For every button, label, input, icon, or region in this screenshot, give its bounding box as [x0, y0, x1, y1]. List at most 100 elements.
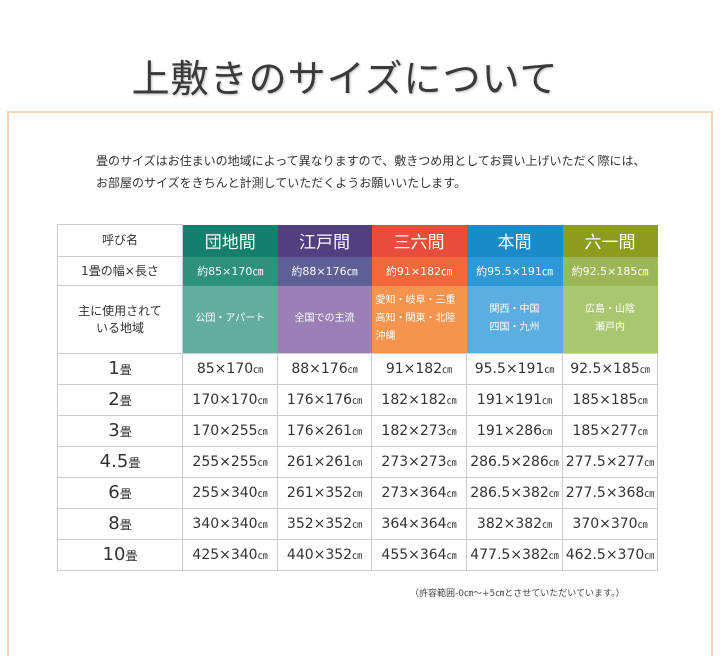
size-unit: ㎝ — [644, 489, 655, 500]
size-unit: ㎝ — [548, 551, 559, 562]
jo-number: 1 — [108, 357, 120, 379]
region-line: 高知・関東・北陸 — [375, 313, 456, 325]
jo-number: 10 — [102, 543, 126, 565]
region-line: 沖縄 — [375, 331, 396, 343]
size-unit: ㎝ — [544, 365, 555, 376]
region-line: 四国・九州 — [489, 322, 540, 334]
jo-label: 3畳 — [57, 415, 183, 447]
page-title: 上敷きのサイズについて — [131, 57, 559, 101]
size-value: 170×255 — [192, 423, 258, 439]
size-unit: ㎝ — [542, 427, 553, 438]
size-value: 370×370 — [572, 516, 638, 532]
tatami-size-table: 呼び名 団地間 江戸間 三六間 本間 六一間 1畳の幅×長さ 約85×170㎝ 約88×176㎝… — [57, 224, 658, 571]
jo-label: 1畳 — [57, 353, 183, 385]
jo-number: 6 — [108, 481, 120, 503]
size-value: 352×352 — [286, 516, 353, 532]
size-value: 88×176 — [291, 361, 348, 377]
size-unit: ㎝ — [639, 365, 650, 376]
size-cell: 182×182㎝ — [371, 384, 467, 416]
size-cell: 255×340㎝ — [182, 477, 278, 509]
content-frame — [7, 111, 713, 656]
jo-unit: 畳 — [125, 548, 138, 563]
label-name: 呼び名 — [57, 224, 183, 257]
jo-label: 8畳 — [57, 508, 183, 540]
size-cell: 286.5×286㎝ — [466, 446, 563, 478]
intro-text: 畳のサイズはお住まいの地域によって異なりますので、敷きつめ用としてお買い上げいた… — [96, 150, 645, 194]
size-cell: 370×370㎝ — [562, 508, 658, 540]
type-region: 関西・中国四国・九州 — [466, 285, 563, 354]
region-line: 全国での主流 — [294, 313, 355, 325]
size-value: 261×261 — [286, 454, 353, 470]
jo-label: 10畳 — [57, 539, 183, 571]
size-cell: 185×185㎝ — [562, 384, 658, 416]
size-cell: 261×261㎝ — [277, 446, 372, 478]
size-unit: ㎝ — [644, 458, 655, 469]
size-cell: 185×277㎝ — [562, 415, 658, 447]
jo-number: 2 — [108, 388, 120, 410]
size-unit: ㎝ — [352, 489, 363, 500]
size-unit: ㎝ — [442, 365, 453, 376]
table-row: 主に使用されて いる地域 公団・アパート 全国での主流 愛知・岐阜・三重 高知・関東・北… — [57, 285, 658, 354]
size-value: 364×364 — [381, 516, 447, 532]
size-cell: 455×364㎝ — [371, 539, 467, 571]
size-cell: 286.5×382㎝ — [466, 477, 563, 509]
jo-number: 4.5 — [99, 450, 129, 472]
size-value: 185×277 — [572, 423, 638, 439]
size-cell: 182×273㎝ — [371, 415, 467, 447]
type-size: 約88×176㎝ — [277, 256, 372, 286]
table-row: 呼び名 団地間 江戸間 三六間 本間 六一間 — [57, 224, 658, 257]
size-value: 277.5×368 — [565, 485, 645, 501]
table-row: 2畳 170×170㎝ 176×176㎝ 182×182㎝ 191×191㎝ 185×18… — [57, 384, 658, 416]
size-unit: ㎝ — [446, 396, 457, 407]
size-unit: ㎝ — [644, 551, 655, 562]
size-unit: ㎝ — [637, 520, 648, 531]
size-value: 92.5×185 — [570, 361, 640, 377]
size-unit: ㎝ — [542, 396, 553, 407]
table-row: 8畳 340×340㎝ 352×352㎝ 364×364㎝ 382×382㎝ 370×37… — [57, 508, 658, 540]
table-row: 4.5畳 255×255㎝ 261×261㎝ 273×273㎝ 286.5×286㎝ 27… — [57, 446, 658, 478]
region-line: 関西・中国 — [489, 304, 540, 316]
jo-label: 2畳 — [57, 384, 183, 416]
size-cell: 277.5×277㎝ — [562, 446, 658, 478]
size-value: 95.5×191 — [474, 361, 545, 377]
tolerance-note: （許容範囲-0㎝～+5㎝とさせていただいています。） — [410, 589, 625, 599]
size-unit: ㎝ — [352, 551, 363, 562]
size-unit: ㎝ — [637, 427, 648, 438]
size-value: 176×176 — [286, 392, 353, 408]
size-cell: 477.5×382㎝ — [466, 539, 563, 571]
type-size: 約91×182㎝ — [371, 256, 467, 286]
size-value: 182×182 — [381, 392, 447, 408]
type-region: 愛知・岐阜・三重 高知・関東・北陸 沖縄 — [371, 285, 467, 354]
size-cell: 261×352㎝ — [277, 477, 372, 509]
type-region: 広島・山陰 瀬戸内 — [562, 285, 658, 354]
size-cell: 364×364㎝ — [371, 508, 467, 540]
table-row: 6畳 255×340㎝ 261×352㎝ 273×364㎝ 286.5×382㎝ 277.… — [57, 477, 658, 509]
size-value: 273×364 — [381, 485, 447, 501]
size-unit: ㎝ — [253, 365, 264, 376]
size-unit: ㎝ — [257, 458, 268, 469]
type-size: 約85×170㎝ — [182, 256, 278, 286]
size-cell: 273×273㎝ — [371, 446, 467, 478]
jo-number: 3 — [108, 419, 120, 441]
size-cell: 462.5×370㎝ — [562, 539, 658, 571]
jo-unit: 畳 — [128, 455, 141, 470]
size-value: 170×170 — [192, 392, 258, 408]
size-cell: 440×352㎝ — [277, 539, 372, 571]
type-region: 全国での主流 — [277, 285, 372, 354]
table-row: 1畳の幅×長さ 約85×170㎝ 約88×176㎝ 約91×182㎝ 約95.5×191… — [57, 256, 658, 286]
size-value: 255×255 — [192, 454, 258, 470]
size-value: 191×286 — [476, 423, 543, 439]
size-value: 286.5×286 — [470, 454, 549, 470]
jo-unit: 畳 — [119, 393, 132, 408]
type-size: 約92.5×185㎝ — [562, 256, 658, 286]
size-unit: ㎝ — [257, 427, 268, 438]
size-cell: 85×170㎝ — [182, 353, 278, 385]
size-value: 261×352 — [286, 485, 353, 501]
size-cell: 191×286㎝ — [466, 415, 563, 447]
type-name: 団地間 — [182, 224, 278, 257]
size-unit: ㎝ — [352, 520, 363, 531]
size-value: 185×185 — [572, 392, 638, 408]
size-value: 182×273 — [381, 423, 447, 439]
size-value: 85×170 — [196, 361, 254, 377]
jo-unit: 畳 — [119, 362, 132, 377]
